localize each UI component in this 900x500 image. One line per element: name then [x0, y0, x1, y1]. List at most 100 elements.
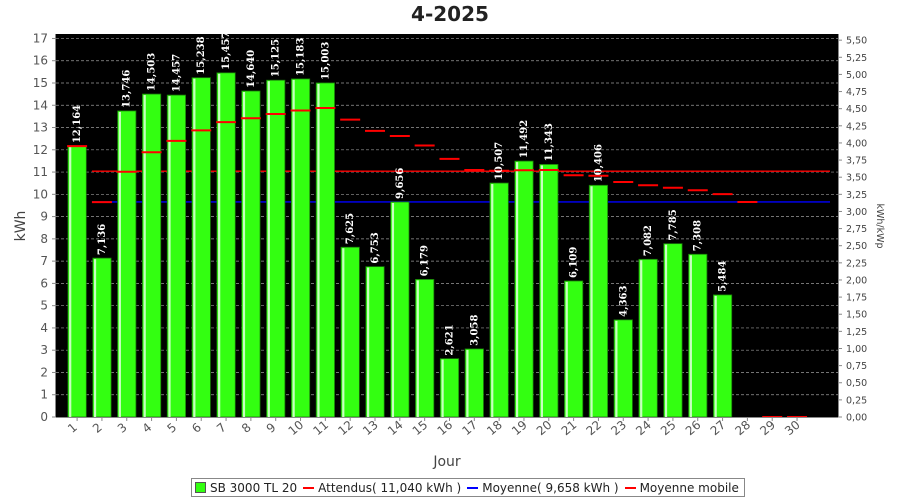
bar-highlight	[267, 81, 270, 417]
legend-label: Moyenne( 9,658 kWh )	[482, 480, 619, 495]
bar-highlight	[689, 255, 692, 417]
y2-tick-label: 1,00	[846, 344, 867, 355]
legend-item: Moyenne mobile	[624, 480, 739, 495]
x-tick-label: 14	[385, 418, 406, 439]
x-tick-label: 29	[757, 418, 778, 439]
y2-tick-label: 2,00	[846, 275, 867, 286]
x-tick-label: 17	[459, 418, 480, 439]
legend-label: Attendus( 11,040 kWh )	[318, 480, 462, 495]
y-tick-label: 7	[40, 254, 48, 268]
data-label: 15,238	[196, 36, 207, 74]
y-tick-label: 16	[33, 54, 48, 68]
y2-tick-label: 3,25	[846, 190, 867, 201]
y-tick-label: 12	[33, 143, 48, 157]
y2-tick-label: 4,25	[846, 121, 867, 132]
data-label: 7,308	[693, 220, 704, 251]
data-label: 13,746	[122, 70, 133, 108]
data-label: 12,164	[72, 105, 83, 143]
x-tick-label: 10	[286, 418, 307, 439]
y-tick-label: 17	[33, 31, 48, 45]
y2-tick-label: 5,25	[846, 53, 867, 64]
bar-highlight	[540, 165, 543, 417]
data-label: 11,343	[544, 123, 555, 161]
data-labels: 12,164 7,136 13,746 14,503 14,457 15,238 15,45…	[72, 31, 728, 355]
data-label: 7,785	[668, 209, 679, 240]
bar-highlight	[714, 295, 717, 417]
x-tick-label: 23	[608, 418, 629, 439]
data-label: 7,625	[345, 213, 356, 244]
data-label: 9,656	[395, 168, 406, 199]
data-label: 14,503	[147, 53, 158, 91]
bar-highlight	[416, 280, 419, 417]
data-label: 10,507	[494, 142, 505, 180]
y2-tick-label: 5,00	[846, 70, 867, 81]
legend: SB 3000 TL 20 Attendus( 11,040 kWh ) Moyen…	[191, 478, 745, 497]
x-tick-label: 22	[584, 418, 605, 439]
bar-highlight	[466, 349, 469, 417]
y2-tick-label: 4,50	[846, 104, 867, 115]
bar-highlight	[93, 259, 97, 417]
bar-highlight	[640, 260, 643, 417]
data-label: 15,183	[296, 38, 307, 76]
x-tick-label: 13	[360, 418, 381, 439]
x-tick-label: 16	[435, 418, 456, 439]
bar-highlight	[441, 359, 444, 417]
x-tick-label: 28	[732, 418, 753, 439]
x-tick-label: 8	[239, 420, 254, 436]
y-tick-label: 6	[40, 276, 48, 290]
data-label: 4,363	[618, 285, 629, 316]
x-axis-label: Jour	[432, 454, 461, 470]
y-tick-label: 1	[40, 388, 48, 402]
y2-tick-label: 0,50	[846, 378, 867, 389]
data-label: 2,621	[444, 324, 455, 355]
data-label: 11,492	[519, 120, 530, 158]
y2-tick-label: 4,75	[846, 87, 867, 98]
data-label: 3,058	[469, 315, 480, 346]
x-tick-label: 19	[509, 418, 530, 439]
y-tick-label: 14	[33, 98, 48, 112]
y2-tick-label: 4,00	[846, 138, 867, 149]
bar-highlight	[143, 95, 146, 417]
y2-tick-label: 2,25	[846, 258, 867, 269]
y2-tick-label: 1,50	[846, 310, 867, 321]
x-tick-label: 20	[534, 418, 555, 439]
data-label: 6,179	[420, 245, 431, 276]
bar-highlight	[218, 73, 221, 418]
x-tick-label: 3	[115, 420, 130, 436]
x-tick-label: 30	[782, 418, 803, 439]
legend-label: Moyenne mobile	[639, 480, 739, 495]
bar-highlight	[317, 83, 320, 417]
y-tick-label: 11	[33, 165, 48, 179]
legend-item: Attendus( 11,040 kWh )	[303, 481, 461, 495]
x-tick-label: 7	[214, 420, 229, 436]
y-tick-label: 15	[33, 76, 48, 90]
x-tick-label: 1	[65, 420, 80, 436]
y-axis-label: kWh	[13, 211, 29, 242]
x-tick-label: 18	[484, 418, 505, 439]
legend-item: SB 3000 TL 20	[195, 481, 297, 495]
legend-label: SB 3000 TL 20	[210, 480, 298, 495]
legend-swatch	[467, 486, 479, 489]
data-label: 14,640	[246, 50, 257, 88]
bar-highlight	[664, 244, 668, 417]
y-tick-label: 0	[40, 410, 48, 424]
x-tick-label: 12	[335, 418, 356, 439]
legend-swatch	[624, 486, 636, 489]
data-label: 7,082	[643, 225, 654, 256]
x-tick-label: 15	[410, 418, 431, 439]
y-tick-label: 10	[33, 187, 48, 201]
y2-tick-label: 0,25	[846, 395, 867, 406]
y2-tick-label: 2,50	[846, 241, 867, 252]
x-tick-label: 9	[264, 420, 279, 436]
bar-highlight	[168, 96, 171, 417]
legend-swatch	[195, 482, 206, 493]
plot-area	[56, 34, 838, 417]
y2-tick-label: 0,75	[846, 361, 867, 372]
y2-tick-label: 1,75	[846, 293, 867, 304]
x-tick-label: 24	[633, 418, 654, 439]
x-tick-label: 27	[708, 418, 729, 439]
legend-item: Moyenne( 9,658 kWh )	[467, 480, 619, 495]
data-label: 6,109	[569, 247, 580, 278]
y2-tick-label: 0,00	[846, 413, 867, 424]
